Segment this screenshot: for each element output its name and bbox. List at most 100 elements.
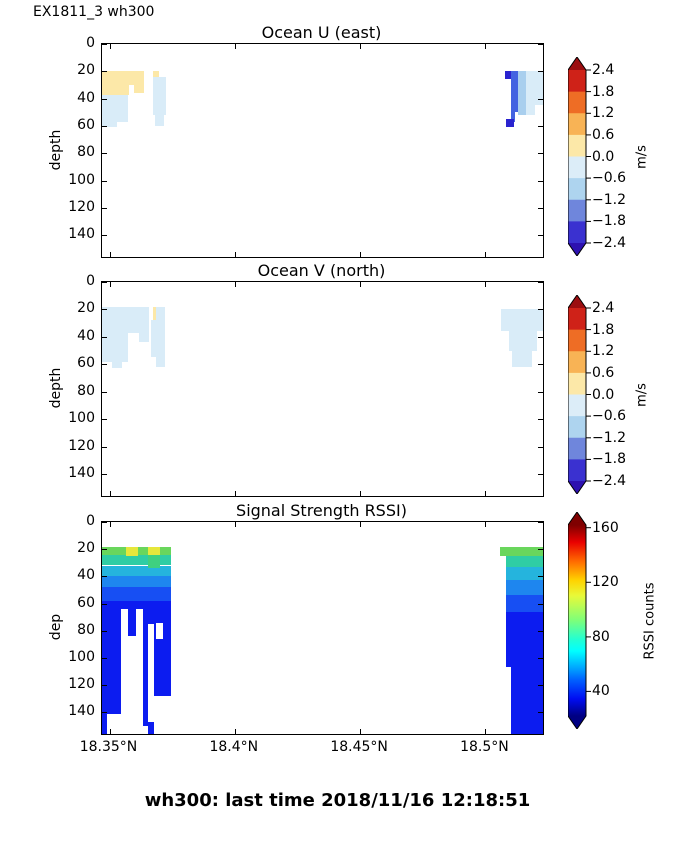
colorbar-unit-label-ocean-v-north: m/s (634, 382, 650, 407)
colorbar-ocean-v-north (568, 295, 591, 494)
heatmap-region (102, 565, 172, 577)
y-tick-mark (538, 180, 543, 182)
y-tick-mark (102, 474, 107, 476)
heatmap-region (128, 609, 136, 637)
y-tick-mark (538, 235, 543, 237)
x-tick-mark (485, 491, 487, 496)
x-tick-mark (360, 282, 362, 287)
x-tick-mark (485, 729, 487, 734)
heatmap-region (506, 566, 543, 581)
y-tick-mark (538, 207, 543, 209)
colorbar-tick-label: 1.2 (592, 343, 615, 360)
y-tick-mark (538, 603, 543, 605)
y-tick-mark (538, 549, 543, 551)
colorbar-arrow-bottom (568, 243, 586, 256)
y-tick-mark (102, 153, 107, 155)
y-tick-mark (102, 685, 107, 687)
x-tick-mark (360, 522, 362, 527)
heatmap-region (505, 71, 511, 80)
y-tick-label: 20 (77, 300, 95, 317)
y-tick-label: 80 (77, 382, 95, 399)
heatmap-region (147, 623, 155, 722)
x-tick-mark (360, 491, 362, 496)
colorbar-tick-label: −0.6 (592, 408, 626, 425)
x-tick-mark (485, 44, 487, 49)
y-tick-mark (538, 71, 543, 73)
y-tick-label: 120 (68, 437, 95, 454)
colorbar-tick-label: 160 (592, 519, 619, 536)
subplot-ocean-v-north (101, 281, 544, 497)
heatmap-region (512, 350, 532, 368)
y-tick-mark (538, 685, 543, 687)
y-tick-mark (538, 657, 543, 659)
x-tick-label: 18.45°N (330, 739, 388, 755)
y-tick-mark (102, 207, 107, 209)
heatmap-region (139, 332, 150, 343)
colorbar-tick-label: 120 (592, 574, 619, 591)
x-tick-mark (234, 282, 236, 287)
heatmap-region (102, 121, 117, 128)
y-tick-mark (538, 98, 543, 100)
heatmap-region (506, 611, 543, 668)
colorbar-tick-label: 80 (592, 628, 610, 645)
heatmap-region (102, 71, 144, 85)
colorbar-tick-label: 1.8 (592, 83, 615, 100)
heatmap-region (121, 609, 144, 734)
heatmap-region (506, 119, 514, 128)
colorbar-arrow-top (568, 295, 586, 308)
x-tick-mark (360, 252, 362, 257)
figure-caption: wh300: last time 2018/11/16 12:18:51 (144, 790, 531, 811)
plot-title-ocean-v-north: Ocean V (north) (257, 261, 386, 280)
heatmap-region (508, 331, 537, 351)
heatmap-region (152, 76, 166, 115)
y-tick-label: 80 (77, 144, 95, 161)
heatmap-region (510, 71, 518, 113)
y-tick-mark (102, 336, 107, 338)
y-tick-mark (538, 712, 543, 714)
y-tick-mark (102, 522, 107, 523)
y-tick-mark (538, 630, 543, 632)
y-tick-mark (102, 712, 107, 714)
heatmap-region (155, 622, 163, 639)
y-tick-label: 20 (77, 540, 95, 557)
y-tick-label: 60 (77, 355, 95, 372)
y-tick-mark (102, 630, 107, 632)
heatmap-region (102, 85, 129, 95)
colorbar-tick-label: 1.8 (592, 321, 615, 338)
x-tick-mark (485, 282, 487, 287)
colorbar-tick-label: 0.0 (592, 386, 615, 403)
x-tick-mark (485, 522, 487, 527)
heatmap-region (154, 115, 164, 126)
y-tick-label: 60 (77, 116, 95, 133)
colorbar-arrow-top (568, 57, 586, 70)
heatmap-region (152, 71, 160, 77)
heatmap-region (517, 71, 526, 115)
y-tick-label: 120 (68, 676, 95, 693)
y-tick-mark (538, 576, 543, 578)
y-tick-mark (538, 125, 543, 127)
y-tick-label: 100 (68, 171, 95, 188)
x-tick-mark (234, 252, 236, 257)
y-tick-label: 60 (77, 594, 95, 611)
y-tick-mark (538, 44, 543, 45)
colorbar-tick-label: 0.6 (592, 126, 615, 143)
y-tick-label: 100 (68, 648, 95, 665)
y-tick-mark (102, 180, 107, 182)
y-tick-mark (538, 364, 543, 366)
y-tick-label: 140 (68, 465, 95, 482)
plot-title-ocean-u-east: Ocean U (east) (261, 23, 382, 42)
y-tick-label: 0 (86, 273, 95, 289)
heatmap-region (147, 546, 160, 555)
y-tick-mark (538, 522, 543, 523)
colorbar-arrow-bottom (568, 481, 586, 494)
heatmap-region (501, 309, 543, 332)
y-tick-mark (102, 235, 107, 237)
colorbar-unit-label-signal-strength-rssi: RSSI counts (642, 582, 658, 659)
x-tick-mark (234, 522, 236, 527)
colorbar-tick-label: −2.4 (592, 473, 626, 489)
heatmap-region (143, 725, 148, 734)
x-tick-mark (360, 44, 362, 49)
y-tick-label: 40 (77, 567, 95, 584)
y-tick-mark (102, 309, 107, 311)
